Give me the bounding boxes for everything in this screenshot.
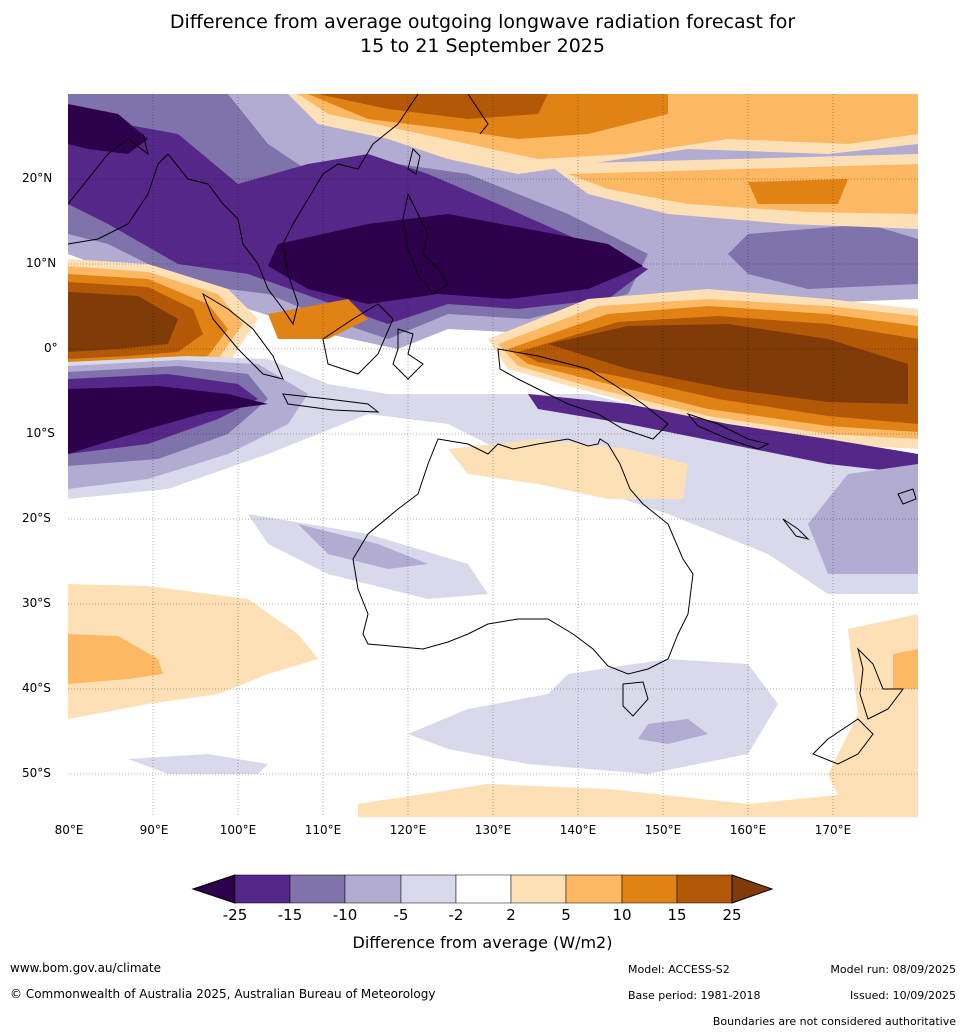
lat-label-10s: 10°S: [26, 426, 55, 440]
lon-label-140e: 140°E: [559, 823, 597, 837]
colorbar-extend-high: [731, 874, 774, 904]
tasmania-coastline: [622, 681, 649, 717]
lon-label-160e: 160°E: [729, 823, 767, 837]
anomaly-east-mid-purple: [728, 224, 918, 289]
colorbar-swatch-neg-2-5: [400, 874, 457, 904]
lon-label-150e: 150°E: [644, 823, 682, 837]
lon-label-130e: 130°E: [474, 823, 512, 837]
anomaly-se-light-orange: [893, 649, 918, 689]
anomaly-sumatra-orange: [268, 299, 368, 339]
colorbar-tick-m5: -5: [393, 906, 409, 924]
colorbar-tick-2: 2: [506, 906, 516, 924]
colorbar-tick-m2: -2: [448, 906, 464, 924]
lon-label-80e: 80°E: [54, 823, 84, 837]
new-zealand-south: [812, 718, 874, 765]
colorbar-swatch-neg-5-10: [344, 874, 402, 904]
anomaly-south-deep-purple: [68, 386, 268, 454]
solomon-islands-coastline: [686, 412, 770, 450]
lat-label-40s: 40°S: [22, 681, 51, 695]
asia-mainland-coastline: [68, 94, 419, 326]
colorbar-swatch-neg-10-15: [289, 874, 346, 904]
anomaly-tasman-light-purple: [638, 719, 708, 744]
australia-coastline: [352, 438, 694, 675]
copyright-notice: © Commonwealth of Australia 2025, Austra…: [10, 987, 436, 1001]
anomaly-coral-purple: [528, 394, 918, 474]
anomaly-central-orange: [748, 179, 848, 204]
graticule: [68, 94, 918, 817]
anomaly-pacific-dark-brown: [548, 324, 908, 404]
sulawesi-coastline: [392, 328, 424, 380]
lat-label-20s: 20°S: [22, 511, 51, 525]
lat-label-50s: 50°S: [22, 766, 51, 780]
lat-label-0: 0°: [44, 341, 58, 355]
coastlines: [68, 94, 917, 765]
colorbar-swatch-pos-15-25: [676, 874, 733, 904]
india-coastline: [68, 133, 149, 205]
colorbar-tick-15: 15: [667, 906, 687, 924]
colorbar-swatch-pos-2-5: [510, 874, 567, 904]
colorbar-swatch-pos-5-10: [565, 874, 623, 904]
colorbar-tick-m10: -10: [332, 906, 358, 924]
borneo-coastline: [322, 303, 394, 375]
anomaly-bay-deep-purple: [68, 104, 148, 154]
taiwan-coastline: [407, 148, 421, 175]
lon-label-120e: 120°E: [389, 823, 427, 837]
colorbar-tick-m15: -15: [277, 906, 303, 924]
anomaly-sub-lavender: [128, 754, 268, 774]
lon-label-110e: 110°E: [304, 823, 342, 837]
model-name: Model: ACCESS-S2: [628, 963, 730, 976]
sumatra-coastline: [201, 292, 284, 380]
colorbar-extend-low: [191, 874, 236, 904]
lon-label-170e: 170°E: [814, 823, 852, 837]
anomaly-tasman-lavender: [408, 659, 778, 774]
anomaly-indian-dark-brown: [68, 292, 178, 352]
colorbar-tick-25: 25: [722, 906, 742, 924]
colorbar-swatch-neutral: [455, 874, 512, 904]
website-link[interactable]: www.bom.gov.au/climate: [10, 961, 161, 975]
colorbar-tick-10: 10: [612, 906, 632, 924]
philippines-coastline: [402, 192, 449, 295]
model-run-date: Model run: 08/09/2025: [830, 963, 956, 976]
colorbar-swatch-neg-15-25: [234, 874, 291, 904]
boundaries-disclaimer: Boundaries are not considered authoritat…: [712, 1015, 956, 1028]
lat-label-20n: 20°N: [22, 171, 53, 185]
new-caledonia-coastline: [782, 518, 810, 540]
olr-anomaly-map: [68, 94, 918, 817]
colorbar-tick-5: 5: [561, 906, 571, 924]
anomaly-sw-light-orange: [68, 634, 163, 684]
title-line-1: Difference from average outgoing longwav…: [169, 11, 796, 33]
anomaly-south-pale-orange: [358, 784, 918, 817]
anomaly-indian-band-mid: [298, 524, 428, 569]
title-line-2: 15 to 21 September 2025: [360, 35, 605, 57]
base-period: Base period: 1981-2018: [628, 989, 761, 1002]
japan-coastline: [467, 94, 489, 135]
colorbar: [191, 874, 774, 904]
fiji-coastline: [897, 488, 917, 505]
colorbar-swatch-pos-10-15: [621, 874, 678, 904]
anomaly-north-deep-purple: [268, 214, 643, 304]
anomaly-sw-pale-orange: [68, 584, 318, 719]
lat-label-30s: 30°S: [22, 596, 51, 610]
new-zealand-north: [857, 647, 904, 720]
java-coastline: [282, 393, 380, 413]
colorbar-label: Difference from average (W/m2): [352, 933, 613, 952]
lon-label-100e: 100°E: [219, 823, 257, 837]
map-title: Difference from average outgoing longwav…: [0, 10, 965, 58]
lon-label-90e: 90°E: [139, 823, 169, 837]
anomaly-north-brown: [318, 94, 548, 119]
issued-date: Issued: 10/09/2025: [849, 989, 956, 1002]
lat-label-10n: 10°N: [26, 256, 57, 270]
colorbar-tick-m25: -25: [222, 906, 248, 924]
